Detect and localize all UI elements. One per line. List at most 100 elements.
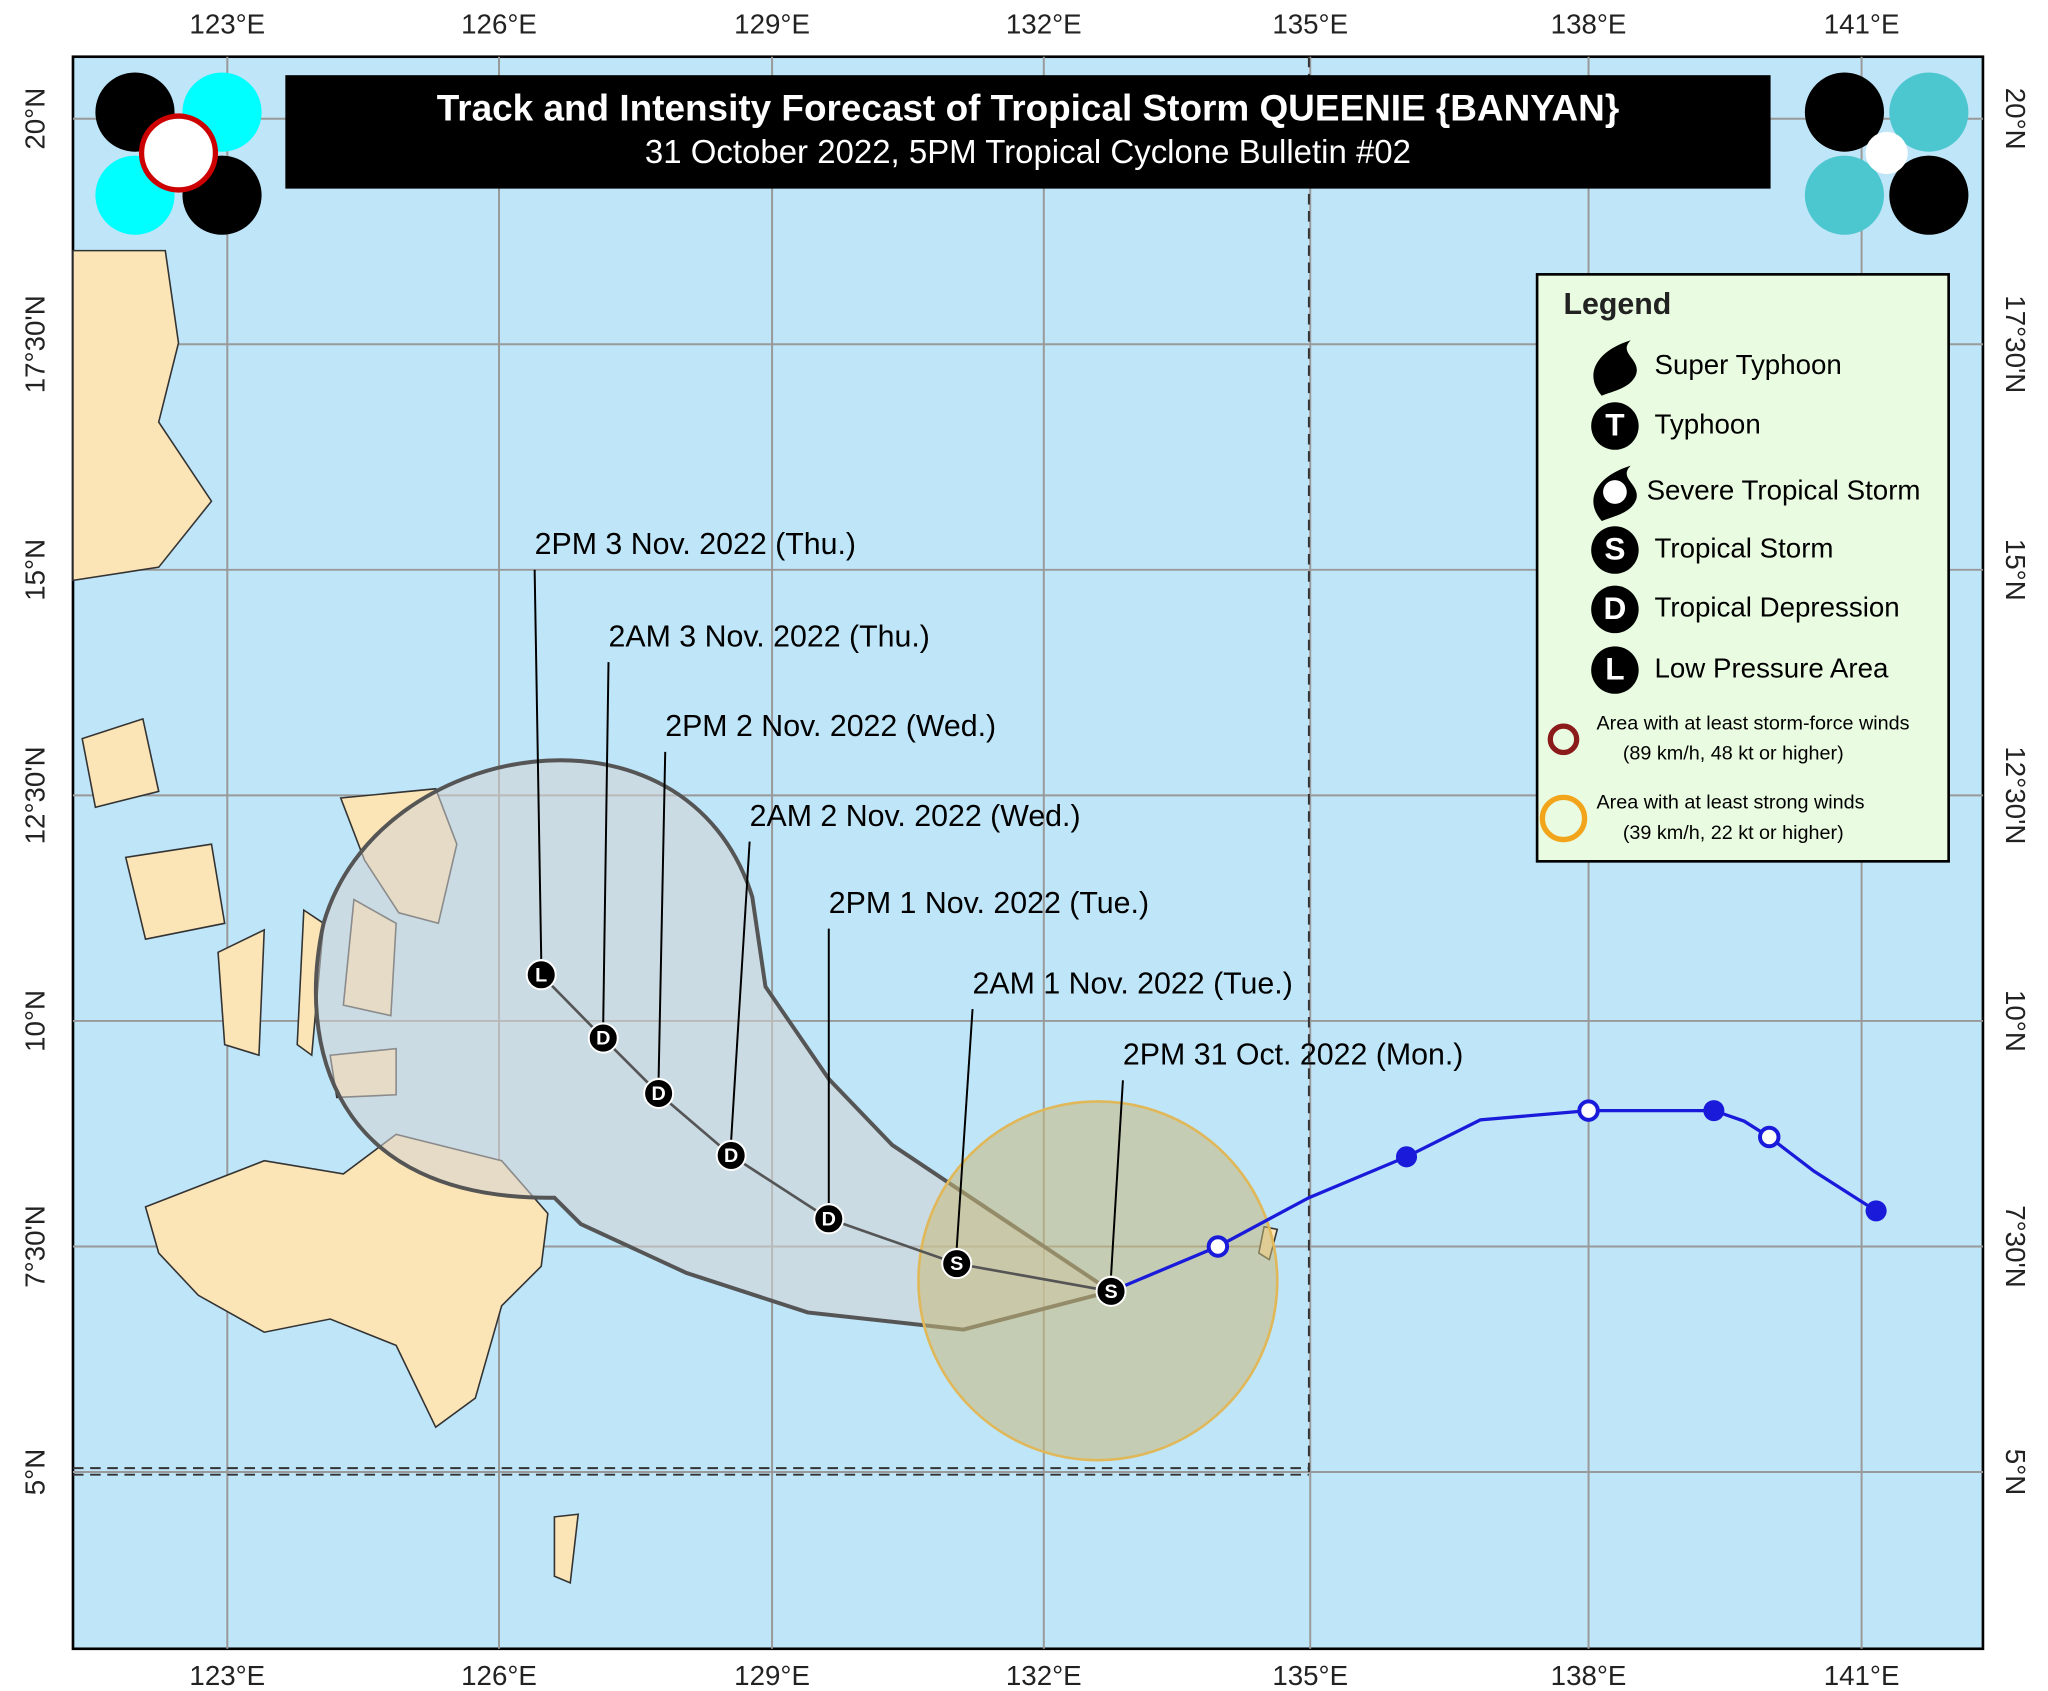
mindoro: [81, 717, 160, 809]
forecast-symbol-letter: S: [1104, 1281, 1117, 1303]
legend-area-icon: [1547, 723, 1580, 756]
leader-line: [1110, 1080, 1124, 1276]
forecast-symbol-letter: S: [950, 1253, 963, 1275]
lat-label: 10°N: [2000, 990, 2031, 1052]
forecast-time: 2PM 3 Nov. 2022 (Thu.): [535, 528, 856, 561]
lon-label: 123°E: [189, 1660, 265, 1691]
lat-label: 17°30'N: [2000, 295, 2031, 393]
subtitle: 31 October 2022, 5PM Tropical Cyclone Bu…: [645, 133, 1411, 170]
legend-symbol: [1591, 402, 1639, 450]
legend-symbol: [1591, 646, 1639, 694]
lat-label: 7°30'N: [2000, 1205, 2031, 1288]
lon-label: 138°E: [1551, 1660, 1627, 1691]
lon-label: 126°E: [461, 9, 537, 40]
lon-label: 129°E: [734, 1660, 810, 1691]
lat-label: 5°N: [2000, 1449, 2031, 1495]
lon-label: 132°E: [1006, 9, 1082, 40]
leader-line: [602, 662, 610, 1023]
cebu: [296, 908, 325, 1057]
legend-items: Super Typhoon T Typhoon Severe Tropical Sto…: [1539, 340, 1921, 844]
lon-label: 138°E: [1551, 9, 1627, 40]
past-positions: [1206, 1099, 1887, 1258]
title: Track and Intensity Forecast of Tropical…: [437, 88, 1620, 129]
legend-title: Legend: [1563, 288, 1671, 321]
lon-label: 141°E: [1824, 9, 1900, 40]
lat-label: 17°30'N: [20, 295, 51, 393]
lon-label: 135°E: [1272, 1660, 1348, 1691]
past-position: [1206, 1235, 1230, 1258]
lon-label: 132°E: [1006, 1660, 1082, 1691]
mindanao: [144, 1133, 549, 1429]
lat-label: 10°N: [20, 990, 51, 1052]
forecast-symbol: [813, 1203, 845, 1235]
legend-cyclone-eye: [1608, 360, 1622, 374]
legend-symbol-letter: L: [1605, 651, 1624, 687]
legend-symbol-letter: T: [1605, 407, 1624, 443]
leader-line: [657, 751, 667, 1078]
lon-label: 129°E: [734, 9, 810, 40]
legend-cyclone-eye: [1603, 480, 1627, 504]
forecast-time: 2AM 1 Nov. 2022 (Tue.): [973, 967, 1293, 1000]
legend-label: Tropical Storm: [1654, 532, 1833, 563]
legend-area-label: (89 km/h, 48 kt or higher): [1623, 743, 1844, 765]
lat-label: 15°N: [2000, 539, 2031, 601]
forecast-symbol: [1095, 1275, 1127, 1307]
legend-label: Low Pressure Area: [1654, 652, 1889, 683]
forecast-symbol: [941, 1248, 973, 1280]
forecast-symbol: [715, 1139, 747, 1171]
forecast-time: 2PM 1 Nov. 2022 (Tue.): [829, 887, 1149, 920]
legend-area-label: Area with at least strong winds: [1596, 792, 1864, 814]
lat-label: 15°N: [20, 539, 51, 601]
lat-label: 7°30'N: [20, 1205, 51, 1288]
lon-label: 123°E: [189, 9, 265, 40]
forecast-symbol-letter: D: [596, 1028, 610, 1050]
forecast-time: 2AM 2 Nov. 2022 (Wed.): [750, 800, 1081, 833]
forecast-time: 2AM 3 Nov. 2022 (Thu.): [609, 620, 930, 653]
past-position: [1703, 1100, 1725, 1122]
lat-label: 12°30'N: [2000, 746, 2031, 844]
forecast-time: 2PM 31 Oct. 2022 (Mon.): [1123, 1039, 1464, 1072]
legend-area-label: (39 km/h, 22 kt or higher): [1623, 822, 1844, 844]
luzon: [72, 249, 213, 582]
legend-symbol: [1591, 526, 1639, 574]
legend-area-icon: [1539, 794, 1588, 843]
past-position: [1865, 1200, 1887, 1222]
forecast-symbol: [587, 1022, 619, 1054]
forecast-points: 2PM 3 Nov. 2022 (Thu.) L 2AM 3 Nov. 2022 (…: [525, 528, 1464, 1307]
legend-label: Super Typhoon: [1654, 349, 1841, 380]
dost-logo: [1804, 72, 1969, 235]
lon-label: 141°E: [1824, 1660, 1900, 1691]
legend-area-label: Area with at least storm-force winds: [1596, 712, 1909, 734]
legend-label: Typhoon: [1654, 408, 1760, 439]
negros: [217, 928, 266, 1057]
legend-symbol: [1591, 585, 1639, 634]
leader-line: [730, 841, 751, 1140]
lon-label: 126°E: [461, 1660, 537, 1691]
pagasa-logo: [95, 72, 262, 235]
forecast-symbol-letter: D: [651, 1083, 665, 1105]
islet: [553, 1513, 580, 1584]
lat-label: 5°N: [20, 1449, 51, 1495]
lon-label: 135°E: [1272, 9, 1348, 40]
strong-wind-area: [917, 1100, 1279, 1462]
past-position: [1758, 1125, 1781, 1149]
forecast-cone: [313, 758, 1116, 1332]
title-box: [285, 75, 1771, 189]
lat-label: 12°30'N: [20, 746, 51, 844]
leader-line: [955, 1008, 974, 1248]
legend-label: Tropical Depression: [1654, 592, 1899, 623]
forecast-symbol-letter: D: [724, 1145, 738, 1167]
past-position: [1395, 1146, 1418, 1168]
panay: [124, 843, 226, 941]
legend-symbol-letter: S: [1604, 531, 1625, 567]
legend-symbol-letter: D: [1603, 590, 1626, 626]
lat-label: 20°N: [2000, 88, 2031, 150]
past-position: [1577, 1099, 1600, 1122]
forecast-symbol-letter: L: [535, 964, 547, 986]
leader-line: [533, 569, 543, 959]
lat-label: 20°N: [20, 88, 51, 150]
forecast-symbol: [525, 959, 557, 991]
legend-label: Severe Tropical Storm: [1647, 474, 1921, 505]
forecast-symbol: [643, 1077, 675, 1109]
